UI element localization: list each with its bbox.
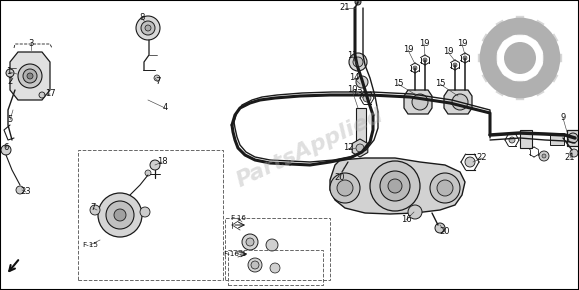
Circle shape: [408, 205, 422, 219]
Circle shape: [452, 94, 468, 110]
Text: 14: 14: [349, 73, 359, 82]
Circle shape: [504, 42, 536, 74]
Text: 15: 15: [393, 79, 403, 88]
Circle shape: [453, 63, 457, 67]
Circle shape: [18, 64, 42, 88]
Bar: [550, 133, 564, 145]
Circle shape: [145, 170, 151, 176]
Text: 19: 19: [403, 46, 413, 55]
Text: 19: 19: [457, 39, 467, 48]
Circle shape: [114, 209, 126, 221]
Polygon shape: [352, 139, 368, 157]
Circle shape: [353, 57, 363, 67]
Polygon shape: [10, 52, 50, 100]
Circle shape: [423, 58, 427, 62]
Circle shape: [356, 144, 364, 152]
Circle shape: [380, 171, 410, 201]
Text: 10: 10: [347, 86, 357, 95]
Circle shape: [150, 160, 160, 170]
Text: 2: 2: [8, 77, 13, 86]
Circle shape: [413, 66, 417, 70]
Bar: [567, 130, 579, 146]
Bar: [228, 250, 323, 285]
Text: 3: 3: [28, 39, 34, 48]
Circle shape: [356, 76, 368, 88]
Circle shape: [90, 205, 100, 215]
Text: 16: 16: [401, 215, 411, 224]
Text: 19: 19: [443, 48, 453, 57]
Text: 21: 21: [340, 3, 350, 12]
Circle shape: [141, 21, 155, 35]
Text: 4: 4: [162, 104, 168, 113]
Circle shape: [242, 234, 258, 250]
Circle shape: [509, 137, 515, 143]
Circle shape: [266, 239, 278, 251]
Circle shape: [437, 180, 453, 196]
Text: 13: 13: [351, 88, 362, 97]
Text: 20: 20: [335, 173, 345, 182]
Text: PartsApplied: PartsApplied: [233, 105, 387, 191]
Text: 18: 18: [157, 157, 167, 166]
Circle shape: [23, 69, 37, 83]
Text: 22: 22: [477, 153, 488, 162]
Text: 20: 20: [439, 227, 450, 237]
Circle shape: [542, 154, 546, 158]
Polygon shape: [444, 90, 472, 114]
Bar: [78, 150, 223, 280]
Circle shape: [337, 180, 353, 196]
Circle shape: [370, 161, 420, 211]
Circle shape: [246, 238, 254, 246]
Circle shape: [39, 92, 45, 98]
Text: 19: 19: [419, 39, 429, 48]
Circle shape: [539, 151, 549, 161]
Circle shape: [465, 157, 475, 167]
Text: 12: 12: [343, 144, 353, 153]
Circle shape: [6, 69, 14, 77]
Circle shape: [568, 133, 578, 143]
Bar: [225, 218, 330, 280]
Circle shape: [248, 258, 262, 272]
Circle shape: [145, 25, 151, 31]
Polygon shape: [404, 90, 432, 114]
Circle shape: [1, 145, 11, 155]
Text: 8: 8: [140, 14, 145, 23]
Text: 6: 6: [3, 144, 9, 153]
Circle shape: [106, 201, 134, 229]
Circle shape: [349, 53, 367, 71]
Text: 7: 7: [90, 204, 96, 213]
Text: F-15: F-15: [82, 242, 98, 248]
Text: 23: 23: [21, 188, 31, 197]
Circle shape: [154, 75, 160, 81]
Circle shape: [27, 73, 33, 79]
Text: 21: 21: [565, 153, 576, 162]
Bar: [520, 130, 532, 148]
Circle shape: [435, 223, 445, 233]
Circle shape: [98, 193, 142, 237]
Circle shape: [463, 56, 467, 60]
Circle shape: [140, 207, 150, 217]
Circle shape: [136, 16, 160, 40]
Polygon shape: [330, 158, 465, 214]
Circle shape: [16, 186, 24, 194]
Circle shape: [388, 179, 402, 193]
Text: 9: 9: [560, 113, 566, 122]
Circle shape: [570, 149, 578, 157]
Circle shape: [270, 263, 280, 273]
Circle shape: [363, 94, 371, 102]
Circle shape: [251, 261, 259, 269]
Text: 17: 17: [45, 90, 56, 99]
Text: 5: 5: [8, 115, 13, 124]
Text: F-16-1: F-16-1: [223, 251, 247, 257]
Circle shape: [430, 173, 460, 203]
Text: 11: 11: [347, 52, 357, 61]
Text: 15: 15: [435, 79, 445, 88]
Circle shape: [330, 173, 360, 203]
Text: 7: 7: [155, 77, 161, 86]
Bar: [356, 108, 366, 144]
Circle shape: [412, 94, 428, 110]
Circle shape: [355, 0, 361, 5]
Text: 1: 1: [6, 68, 12, 77]
Text: F-16: F-16: [230, 215, 246, 221]
Circle shape: [336, 171, 344, 179]
